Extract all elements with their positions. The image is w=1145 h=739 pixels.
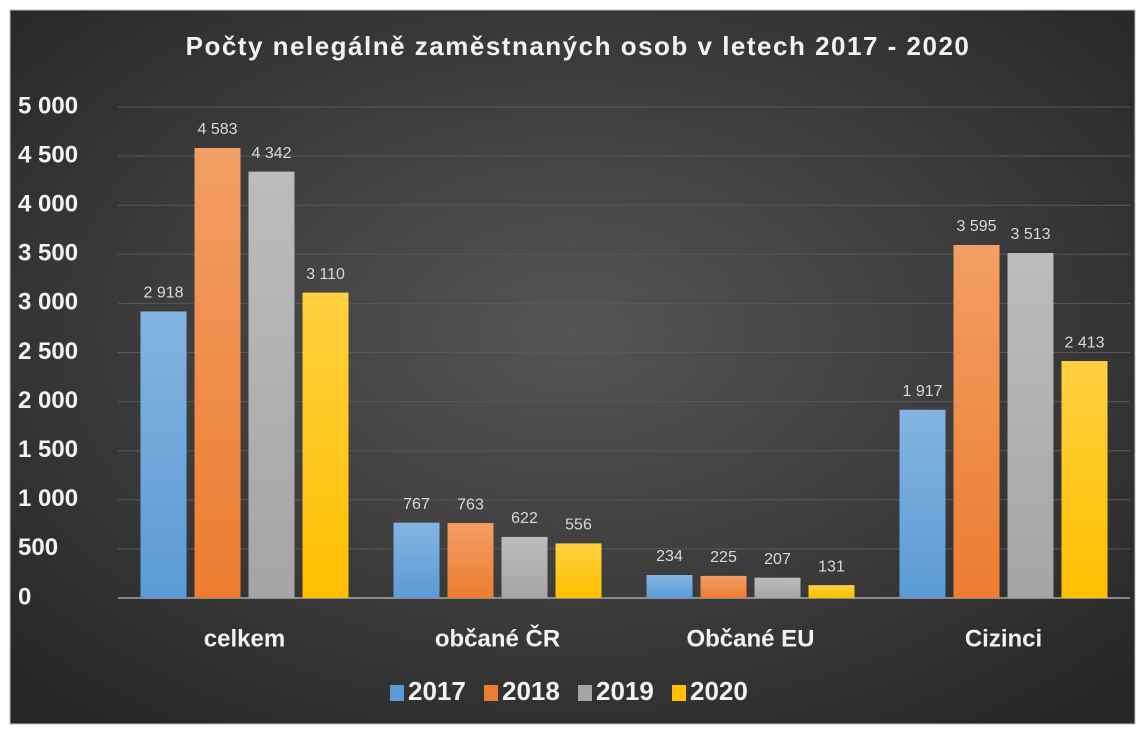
bar [1007, 253, 1054, 598]
data-label: 3 595 [956, 218, 996, 235]
bar [194, 147, 241, 598]
y-tick-label: 2 000 [18, 387, 78, 414]
legend-label: 2019 [596, 676, 654, 706]
x-tick-label: Cizinci [965, 625, 1042, 652]
y-tick-label: 1 000 [18, 485, 78, 512]
bar [808, 585, 855, 598]
data-label: 4 583 [197, 121, 237, 138]
legend-label: 2017 [408, 676, 466, 706]
bar [501, 536, 548, 598]
bar [248, 171, 295, 598]
y-tick-label: 500 [18, 534, 58, 561]
data-label: 3 110 [306, 266, 345, 283]
bar [754, 577, 801, 598]
bar [899, 409, 946, 598]
x-tick-label: občané ČR [435, 624, 560, 652]
y-tick-label: 3 500 [18, 240, 78, 267]
y-tick-label: 4 000 [18, 191, 78, 218]
y-tick-label: 4 500 [18, 141, 78, 168]
legend-label: 2020 [690, 676, 748, 706]
y-tick-label: 0 [18, 583, 31, 610]
bar [1061, 361, 1108, 598]
data-label: 2 413 [1064, 334, 1104, 351]
chart-title: Počty nelegálně zaměstnaných osob v lete… [186, 31, 971, 61]
data-label: 1 917 [902, 383, 942, 400]
data-label: 767 [403, 496, 430, 513]
bar [953, 244, 1000, 598]
data-label: 3 513 [1010, 226, 1050, 243]
data-label: 556 [565, 517, 592, 534]
data-label: 225 [710, 549, 737, 566]
legend-swatch [390, 685, 404, 701]
bar [140, 311, 187, 598]
x-tick-label: Občané EU [686, 625, 814, 652]
legend-label: 2018 [502, 676, 560, 706]
data-label: 2 918 [143, 285, 183, 302]
data-label: 234 [656, 548, 683, 565]
data-label: 763 [457, 496, 484, 513]
bar [700, 575, 747, 598]
bar [646, 575, 693, 598]
legend-swatch [578, 685, 592, 701]
y-tick-label: 5 000 [18, 92, 78, 119]
data-label: 4 342 [251, 145, 291, 162]
bar [555, 543, 602, 598]
bar [393, 522, 440, 598]
data-label: 131 [818, 558, 845, 575]
y-tick-label: 2 500 [18, 338, 78, 365]
legend-swatch [484, 685, 498, 701]
y-tick-label: 1 500 [18, 436, 78, 463]
data-label: 622 [511, 510, 538, 527]
x-tick-label: celkem [204, 625, 285, 652]
bar [447, 523, 494, 598]
legend-swatch [672, 685, 686, 701]
data-label: 207 [764, 551, 791, 568]
y-tick-label: 3 000 [18, 289, 78, 316]
bar [302, 292, 349, 598]
